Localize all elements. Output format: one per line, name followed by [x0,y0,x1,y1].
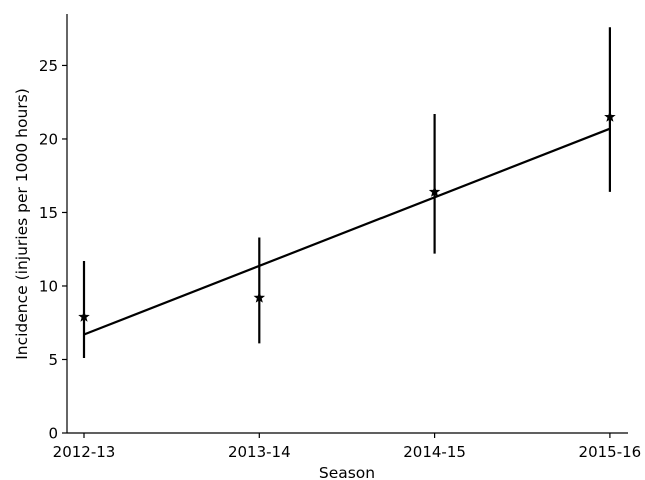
trend-line [83,127,611,336]
x-tick-label: 2014-15 [403,443,466,461]
y-tick-label: 10 [39,277,58,295]
data-point-star [604,110,616,122]
y-axis-label: Incidence (injuries per 1000 hours) [13,88,31,360]
y-tick-label: 15 [39,204,58,222]
trend-line-group [83,127,611,336]
y-tick-label: 20 [39,130,58,148]
x-tick-label: 2012-13 [53,443,116,461]
y-tick-label: 25 [39,57,58,75]
x-tick-label: 2013-14 [228,443,291,461]
data-point-star [428,185,441,197]
x-tick-label: 2015-16 [579,443,642,461]
x-axis-label: Season [319,464,375,480]
y-tick-label: 0 [48,425,58,443]
error-bars [82,27,612,359]
y-ticks: 0 5 10 15 20 25 [39,57,67,443]
axes [66,14,628,434]
markers [78,110,616,322]
y-tick-label: 5 [48,351,58,369]
data-point-star [253,291,266,303]
x-ticks: 2012-13 2013-14 2014-15 2015-16 [53,433,642,461]
data-point-star [78,310,90,322]
